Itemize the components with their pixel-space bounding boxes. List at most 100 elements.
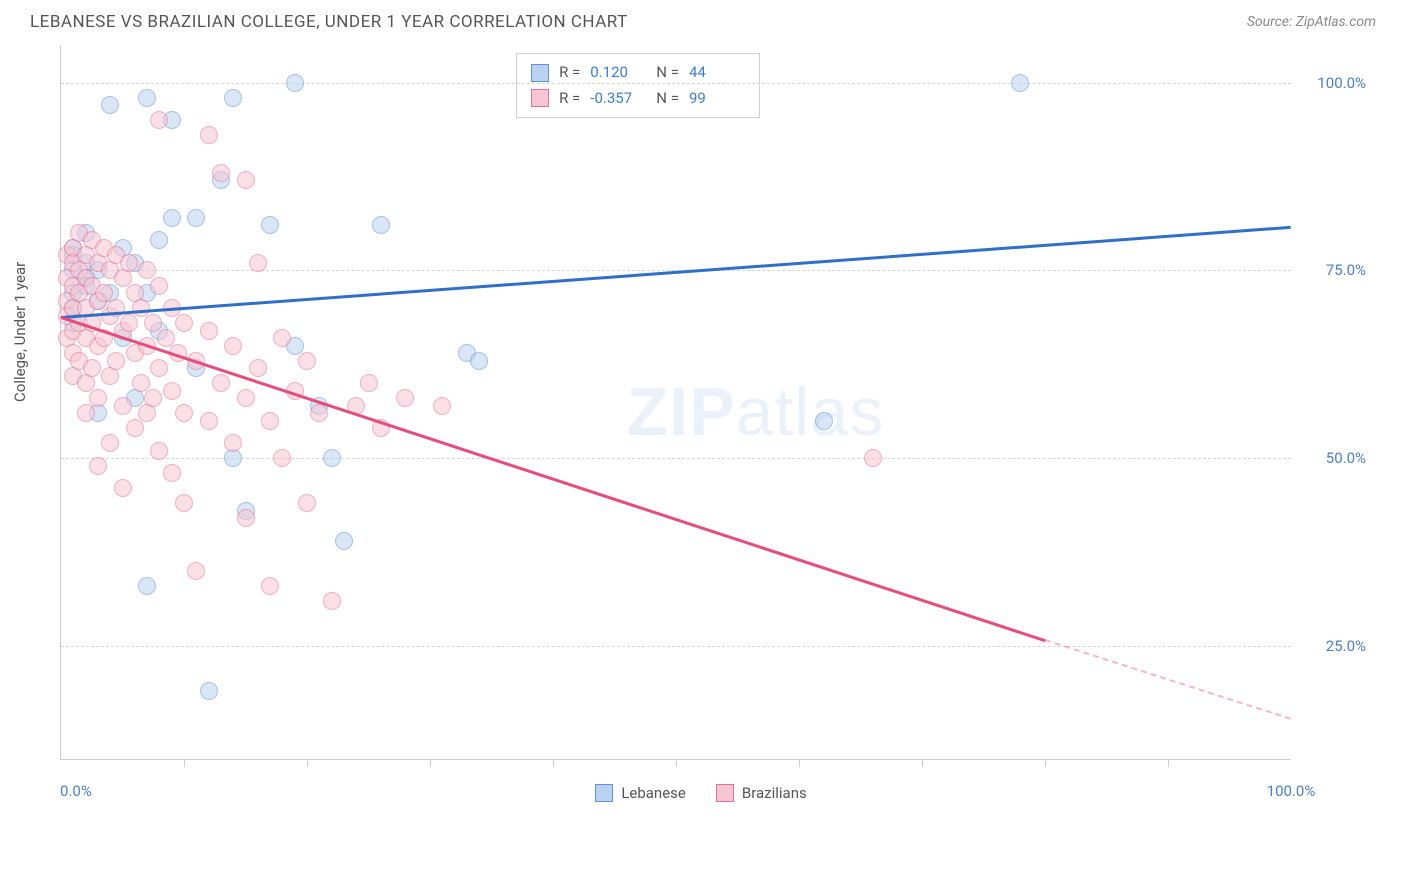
- scatter-point: [224, 337, 242, 355]
- scatter-point: [310, 404, 328, 422]
- gridline-h: [61, 83, 1291, 84]
- source-label: Source: ZipAtlas.com: [1247, 14, 1376, 30]
- scatter-point: [144, 389, 162, 407]
- x-tick: [1045, 759, 1046, 767]
- scatter-point: [249, 359, 267, 377]
- scatter-point: [323, 592, 341, 610]
- watermark-strong: ZIP: [627, 374, 736, 450]
- x-tick: [430, 759, 431, 767]
- scatter-point: [150, 111, 168, 129]
- scatter-point: [138, 261, 156, 279]
- stat-legend-box: R =0.120N =44R =-0.357N =99: [516, 53, 760, 118]
- scatter-point: [237, 509, 255, 527]
- x-tick: [553, 759, 554, 767]
- trend-line: [61, 225, 1291, 318]
- scatter-point: [126, 419, 144, 437]
- scatter-point: [187, 209, 205, 227]
- y-tick-label: 25.0%: [1326, 637, 1366, 655]
- n-value: 99: [689, 86, 745, 112]
- chart-container: College, Under 1 year ZIPatlas R =0.120N…: [30, 40, 1376, 830]
- gridline-h: [61, 458, 1291, 459]
- scatter-point: [95, 284, 113, 302]
- scatter-point: [200, 322, 218, 340]
- scatter-point: [150, 359, 168, 377]
- scatter-point: [175, 404, 193, 422]
- bottom-legend: Lebanese Brazilians: [595, 784, 806, 802]
- x-tick: [1168, 759, 1169, 767]
- n-label: N =: [656, 86, 679, 112]
- scatter-point: [132, 374, 150, 392]
- scatter-point: [200, 412, 218, 430]
- x-tick: [676, 759, 677, 767]
- scatter-point: [175, 494, 193, 512]
- scatter-point: [815, 412, 833, 430]
- scatter-point: [261, 412, 279, 430]
- scatter-point: [107, 352, 125, 370]
- y-tick-label: 75.0%: [1326, 261, 1366, 279]
- legend-label: Brazilians: [742, 784, 807, 802]
- legend-swatch: [531, 89, 549, 107]
- scatter-point: [360, 374, 378, 392]
- scatter-point: [224, 89, 242, 107]
- scatter-point: [150, 442, 168, 460]
- scatter-point: [138, 577, 156, 595]
- watermark: ZIPatlas: [627, 373, 884, 451]
- scatter-point: [77, 404, 95, 422]
- scatter-point: [83, 359, 101, 377]
- scatter-point: [144, 314, 162, 332]
- scatter-point: [157, 329, 175, 347]
- scatter-point: [89, 389, 107, 407]
- scatter-point: [335, 532, 353, 550]
- scatter-point: [150, 231, 168, 249]
- x-tick: [799, 759, 800, 767]
- scatter-point: [372, 216, 390, 234]
- legend-item: Lebanese: [595, 784, 686, 802]
- scatter-point: [163, 209, 181, 227]
- y-tick-label: 100.0%: [1317, 74, 1366, 92]
- scatter-point: [470, 352, 488, 370]
- scatter-point: [433, 397, 451, 415]
- trend-line: [61, 316, 1046, 642]
- scatter-point: [132, 299, 150, 317]
- scatter-point: [298, 494, 316, 512]
- legend-swatch: [716, 784, 734, 802]
- r-label: R =: [559, 86, 580, 112]
- scatter-point: [89, 457, 107, 475]
- x-tick: [184, 759, 185, 767]
- x-axis-max-label: 100.0%: [1267, 782, 1316, 800]
- scatter-point: [212, 164, 230, 182]
- scatter-point: [120, 254, 138, 272]
- scatter-point: [249, 254, 267, 272]
- gridline-h: [61, 646, 1291, 647]
- scatter-point: [273, 449, 291, 467]
- chart-title: LEBANESE VS BRAZILIAN COLLEGE, UNDER 1 Y…: [30, 12, 628, 32]
- scatter-point: [120, 314, 138, 332]
- r-value: -0.357: [590, 86, 646, 112]
- x-tick: [307, 759, 308, 767]
- scatter-point: [101, 96, 119, 114]
- scatter-point: [261, 216, 279, 234]
- scatter-point: [286, 74, 304, 92]
- legend-item: Brazilians: [716, 784, 807, 802]
- scatter-point: [298, 352, 316, 370]
- scatter-point: [200, 126, 218, 144]
- scatter-point: [212, 374, 230, 392]
- scatter-point: [237, 171, 255, 189]
- scatter-point: [273, 329, 291, 347]
- watermark-light: atlas: [736, 374, 885, 450]
- scatter-point: [224, 434, 242, 452]
- trend-line: [1045, 639, 1292, 720]
- scatter-point: [150, 277, 168, 295]
- scatter-point: [114, 397, 132, 415]
- scatter-point: [323, 449, 341, 467]
- scatter-point: [101, 434, 119, 452]
- scatter-point: [175, 314, 193, 332]
- scatter-point: [163, 382, 181, 400]
- scatter-point: [114, 479, 132, 497]
- y-tick-label: 50.0%: [1326, 449, 1366, 467]
- stat-row: R = -0.357 N = 99: [531, 86, 745, 112]
- scatter-point: [200, 682, 218, 700]
- legend-swatch: [595, 784, 613, 802]
- scatter-point: [1011, 74, 1029, 92]
- legend-swatch: [531, 64, 549, 82]
